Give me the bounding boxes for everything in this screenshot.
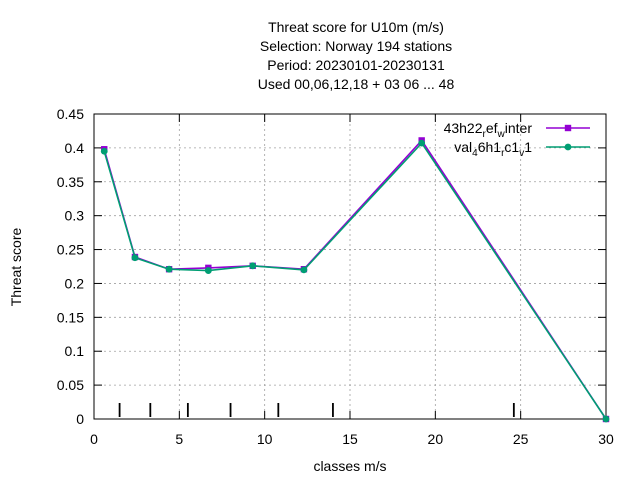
class-markers (118, 403, 515, 417)
x-axis-label: classes m/s (313, 458, 386, 474)
data-point (249, 262, 257, 270)
y-tick-label: 0.35 (57, 174, 84, 190)
y-tick-label: 0 (76, 411, 84, 427)
y-tick-label: 0.45 (57, 106, 84, 122)
y-tick-label: 0.1 (65, 343, 85, 359)
data-point (300, 266, 308, 274)
data-point (165, 265, 173, 273)
series-group (100, 137, 610, 423)
legend-entry-1: 43h22refwinter (444, 120, 590, 140)
x-tick-labels: 0 5 10 15 20 25 30 (90, 431, 614, 447)
x-tick-label: 15 (342, 431, 358, 447)
series-2 (100, 139, 610, 423)
y-tick-label: 0.2 (65, 275, 85, 291)
axis-ticks (93, 113, 607, 420)
series-1 (101, 137, 610, 423)
y-axis-label: Threat score (8, 227, 24, 306)
data-point (564, 143, 572, 151)
title-line-3: Period: 20230101-20230131 (267, 57, 445, 73)
y-tick-label: 0.15 (57, 309, 84, 325)
x-tick-label: 0 (90, 431, 98, 447)
x-tick-label: 10 (257, 431, 273, 447)
grid-lines (94, 114, 606, 419)
x-tick-label: 20 (428, 431, 444, 447)
legend-entry-2: val46h1rc1v1 (454, 139, 590, 159)
data-point (564, 124, 572, 132)
data-point (100, 147, 108, 155)
title-line-4: Used 00,06,12,18 + 03 06 ... 48 (258, 76, 455, 92)
legend-label: 43h22refwinter (444, 120, 533, 140)
y-tick-label: 0.4 (65, 140, 85, 156)
chart-title: Threat score for U10m (m/s) Selection: N… (258, 19, 455, 92)
data-point (418, 139, 426, 147)
y-tick-label: 0.25 (57, 242, 84, 258)
y-tick-labels: 0 0.05 0.1 0.15 0.2 0.25 0.3 0.35 0.4 0.45 (57, 106, 84, 427)
x-tick-label: 25 (513, 431, 529, 447)
title-line-1: Threat score for U10m (m/s) (268, 19, 444, 35)
data-point (204, 267, 212, 274)
series-line (103, 141, 607, 420)
y-tick-label: 0.3 (65, 208, 85, 224)
legend-label: val46h1rc1v1 (454, 139, 532, 159)
data-point (131, 254, 139, 262)
title-line-2: Selection: Norway 194 stations (260, 38, 452, 54)
data-point (602, 415, 610, 423)
x-tick-label: 30 (598, 431, 614, 447)
y-tick-label: 0.05 (57, 377, 84, 393)
x-tick-label: 5 (175, 431, 183, 447)
